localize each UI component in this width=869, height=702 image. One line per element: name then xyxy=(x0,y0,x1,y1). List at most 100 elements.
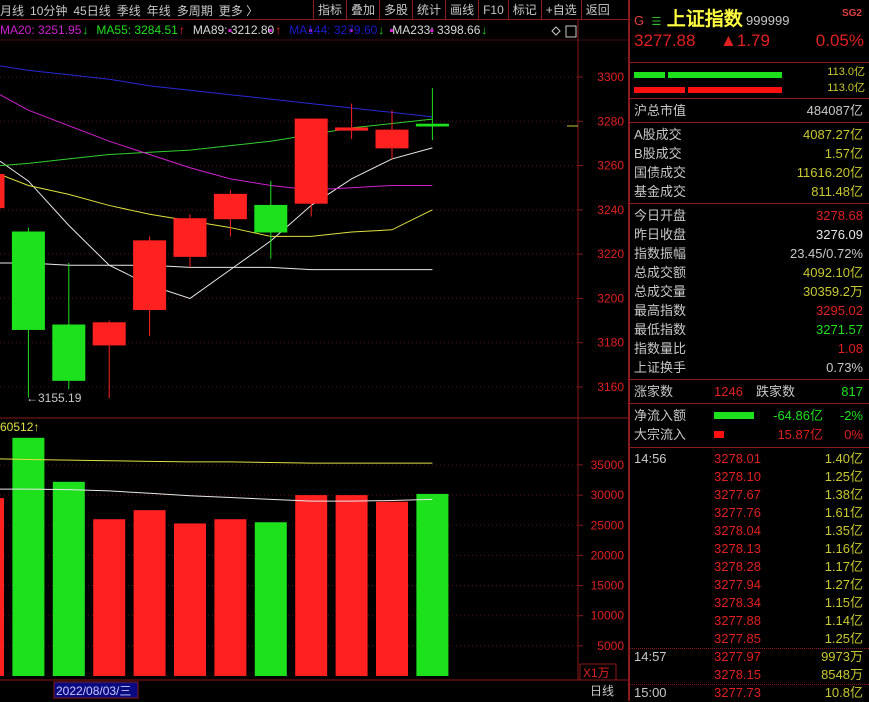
diamond-icon xyxy=(551,26,561,36)
volume-bar xyxy=(295,495,328,676)
tick-volume: 1.27亿 xyxy=(824,577,863,592)
tick-price: 3277.88 xyxy=(714,613,761,628)
row-label: 今日开盘 xyxy=(634,208,687,223)
row-label: 总成交额 xyxy=(634,265,687,280)
kline-chart[interactable]: 3300 3280 3260 3240 3220 3200 3180 3160 35000 300… xyxy=(0,0,628,701)
tick-volume: 1.38亿 xyxy=(824,487,863,502)
ma-line xyxy=(0,262,433,271)
row-value: 23.45/0.72% xyxy=(789,246,863,261)
arrow-down-icon: ↓ xyxy=(481,23,488,37)
row-label: 总成交量 xyxy=(634,284,687,299)
buy-bar xyxy=(634,72,665,78)
tick-price: 3278.15 xyxy=(714,667,761,682)
tick-volume: 1.25亿 xyxy=(824,469,863,484)
signal-dot xyxy=(390,29,393,32)
candle-body xyxy=(335,127,369,131)
volume-max-label: 60512↑ xyxy=(0,420,39,434)
candle-body xyxy=(0,173,5,209)
info-row: B股成交 1.57亿 xyxy=(634,144,863,163)
toolbar-button[interactable]: 叠加 xyxy=(346,0,379,20)
toolbar-button[interactable]: 指标 xyxy=(313,0,346,20)
toolbar-button[interactable]: 返回 xyxy=(580,0,614,20)
unit-box xyxy=(579,663,617,681)
toolbar-button[interactable]: 多股 xyxy=(379,0,412,20)
volume-tick-label: 15000 xyxy=(591,579,625,593)
info-row: 沪总市值 484087亿 xyxy=(634,101,863,120)
flow-pct: -2% xyxy=(839,408,863,423)
volume-unit-label: X1万 xyxy=(583,666,610,680)
sell-bar xyxy=(634,87,685,93)
candle-body xyxy=(11,231,45,330)
date-label: 2022/08/03/三 xyxy=(56,684,131,698)
period-tab[interactable]: 季线 xyxy=(116,4,141,18)
candle-body xyxy=(254,204,288,233)
signal-dot xyxy=(430,29,434,32)
info-row: A股成交 4087.27亿 xyxy=(634,125,863,144)
row-value: 30359.2万 xyxy=(803,284,863,299)
row-label: 沪总市值 xyxy=(634,103,687,118)
toolbar-button[interactable]: +自选 xyxy=(540,0,581,20)
volume-bar xyxy=(93,519,126,676)
buy-amount: 113.0亿 xyxy=(827,66,865,78)
sell-bar xyxy=(688,87,782,93)
tool-buttons: 指标 叠加 多股 统计 画线 F10 标记 +自选 返回 xyxy=(313,0,614,20)
tick-row: 3277.76 1.61亿 xyxy=(634,504,863,522)
volume-ma-line xyxy=(0,458,433,464)
row-value: 1.08 xyxy=(837,341,863,356)
row-value: 3295.02 xyxy=(816,303,863,318)
divider xyxy=(630,684,869,685)
tick-price: 3278.34 xyxy=(714,595,761,610)
info-row: 国债成交 11616.20亿 xyxy=(634,163,863,182)
flow-bar-r xyxy=(714,431,724,438)
period-tab[interactable]: 10分钟 xyxy=(30,4,68,18)
period-tab[interactable]: 多周期 xyxy=(176,4,213,18)
volume-bar xyxy=(133,510,166,676)
divider xyxy=(630,648,869,649)
period-tab[interactable]: 月线 xyxy=(0,4,25,18)
period-tab[interactable]: 更多 〉 xyxy=(218,4,259,18)
tick-row: 3278.28 1.17亿 xyxy=(634,558,863,576)
tick-volume: 9973万 xyxy=(821,649,863,664)
change-pct: 0.05% xyxy=(815,31,864,50)
row-label: 昨日收盘 xyxy=(634,227,687,242)
tick-row: 3278.15 8548万 xyxy=(634,666,863,684)
tick-row: 3278.34 1.15亿 xyxy=(634,594,863,612)
period-tab[interactable]: 45日线 xyxy=(73,4,111,18)
arrow-up-icon: ↑ xyxy=(275,23,282,37)
row-value: 4092.10亿 xyxy=(803,265,863,280)
volume-bar xyxy=(335,495,368,676)
period-tab[interactable]: 年线 xyxy=(146,4,171,18)
tick-price: 3278.13 xyxy=(714,541,761,556)
volume-tick-label: 30000 xyxy=(591,488,625,502)
toolbar-button[interactable]: 统计 xyxy=(412,0,445,20)
row-label: 基金成交 xyxy=(634,184,687,199)
sg-badge[interactable]: SG2 xyxy=(841,8,862,19)
flow-label: 净流入额 xyxy=(634,408,687,423)
tick-volume: 8548万 xyxy=(821,667,863,682)
down-count-label: 跌家数 xyxy=(756,384,796,399)
row-label: 指数振幅 xyxy=(634,246,687,261)
row-label: 最高指数 xyxy=(634,303,687,318)
row-value: 1.57亿 xyxy=(824,146,863,161)
menu-icon[interactable]: ☰ xyxy=(651,16,662,28)
tick-row: 3278.04 1.35亿 xyxy=(634,522,863,540)
candle-body xyxy=(294,118,328,204)
index-code: 999999 xyxy=(746,13,790,28)
tick-price: 3278.28 xyxy=(714,559,761,574)
tick-price: 3277.67 xyxy=(714,487,761,502)
price-tick-label: 3160 xyxy=(597,380,624,394)
row-label: 上证换手 xyxy=(634,360,687,375)
tick-volume: 1.40亿 xyxy=(824,451,863,466)
tick-volume: 1.17亿 xyxy=(824,559,863,574)
toolbar: 月线 10分钟 45日线 季线 年线 多周期 更多 〉 指标 叠加 多股 统计 画线 F10 标记 +自选… xyxy=(0,0,628,20)
toolbar-button[interactable]: 画线 xyxy=(445,0,478,20)
g-icon[interactable]: G xyxy=(634,13,645,28)
volume-bar xyxy=(0,498,4,676)
flow-row: 大宗流入 15.87亿 0% xyxy=(634,425,863,444)
toolbar-button[interactable]: F10 xyxy=(478,0,508,20)
tick-volume: 1.25亿 xyxy=(824,631,863,646)
row-label: B股成交 xyxy=(634,146,682,161)
toolbar-button[interactable]: 标记 xyxy=(507,0,541,20)
ma-legend-item: MA233: 3398.66 xyxy=(392,23,481,37)
price-tick-label: 3240 xyxy=(597,203,624,217)
